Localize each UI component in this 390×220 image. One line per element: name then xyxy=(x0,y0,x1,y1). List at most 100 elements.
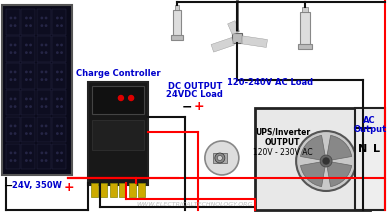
Circle shape xyxy=(26,160,27,161)
Circle shape xyxy=(14,44,16,46)
Bar xyxy=(6,117,20,143)
Circle shape xyxy=(41,79,43,80)
Circle shape xyxy=(61,52,62,53)
Circle shape xyxy=(45,125,47,127)
Circle shape xyxy=(119,95,123,101)
Circle shape xyxy=(14,152,16,154)
Circle shape xyxy=(205,141,239,175)
Wedge shape xyxy=(301,136,326,161)
Circle shape xyxy=(57,52,58,53)
Text: 120V - 230V AC: 120V - 230V AC xyxy=(253,148,313,157)
Circle shape xyxy=(57,25,58,26)
Circle shape xyxy=(61,17,62,19)
Circle shape xyxy=(57,17,58,19)
Circle shape xyxy=(30,25,31,26)
Circle shape xyxy=(10,160,12,161)
Circle shape xyxy=(57,71,58,73)
Circle shape xyxy=(41,106,43,107)
Bar xyxy=(37,9,51,35)
Circle shape xyxy=(10,52,12,53)
Circle shape xyxy=(45,106,47,107)
Circle shape xyxy=(41,98,43,100)
Text: N: N xyxy=(358,144,367,154)
Circle shape xyxy=(45,160,47,161)
Circle shape xyxy=(61,44,62,46)
Bar xyxy=(171,35,183,40)
Circle shape xyxy=(14,52,16,53)
Circle shape xyxy=(41,125,43,127)
Circle shape xyxy=(26,25,27,26)
Circle shape xyxy=(129,95,134,101)
Circle shape xyxy=(61,152,62,154)
Circle shape xyxy=(41,17,43,19)
Circle shape xyxy=(14,106,16,107)
Circle shape xyxy=(10,152,12,154)
Wedge shape xyxy=(326,136,352,161)
Bar xyxy=(302,7,308,12)
Bar xyxy=(21,36,35,62)
Circle shape xyxy=(57,44,58,46)
Circle shape xyxy=(57,160,58,161)
Bar xyxy=(110,183,117,197)
Circle shape xyxy=(296,131,356,191)
Circle shape xyxy=(61,106,62,107)
Bar xyxy=(21,144,35,169)
Text: +: + xyxy=(193,100,204,113)
Circle shape xyxy=(45,44,47,46)
Circle shape xyxy=(41,25,43,26)
Circle shape xyxy=(10,17,12,19)
Circle shape xyxy=(30,44,31,46)
Bar xyxy=(37,63,51,88)
Circle shape xyxy=(45,133,47,134)
Bar xyxy=(92,86,144,114)
Circle shape xyxy=(45,152,47,154)
FancyArrow shape xyxy=(241,36,268,48)
Bar xyxy=(37,117,51,143)
Text: DC OUTPUT: DC OUTPUT xyxy=(168,82,222,91)
Circle shape xyxy=(14,160,16,161)
Circle shape xyxy=(45,79,47,80)
Bar xyxy=(6,63,20,88)
Bar xyxy=(232,33,242,43)
Wedge shape xyxy=(326,161,352,187)
Circle shape xyxy=(14,17,16,19)
Text: AC: AC xyxy=(363,116,376,125)
Bar xyxy=(53,36,66,62)
Circle shape xyxy=(45,52,47,53)
Text: L: L xyxy=(373,144,380,154)
Text: UPS/Inverter: UPS/Inverter xyxy=(255,128,310,137)
Circle shape xyxy=(61,98,62,100)
Circle shape xyxy=(26,106,27,107)
Circle shape xyxy=(26,44,27,46)
Text: 24VDC Load: 24VDC Load xyxy=(167,90,223,99)
Circle shape xyxy=(30,160,31,161)
Circle shape xyxy=(57,152,58,154)
Circle shape xyxy=(30,71,31,73)
Circle shape xyxy=(61,133,62,134)
Circle shape xyxy=(14,125,16,127)
Text: −: − xyxy=(4,181,13,191)
FancyArrow shape xyxy=(211,37,234,52)
Circle shape xyxy=(26,98,27,100)
FancyArrow shape xyxy=(228,21,239,35)
Text: +: + xyxy=(64,181,74,194)
Bar xyxy=(119,183,126,197)
Text: Output: Output xyxy=(353,125,386,134)
Bar xyxy=(355,108,385,210)
Circle shape xyxy=(57,79,58,80)
Circle shape xyxy=(14,133,16,134)
Circle shape xyxy=(45,98,47,100)
Bar xyxy=(53,90,66,116)
Circle shape xyxy=(41,133,43,134)
Text: WWW.ELECTRICALTECHNOLOGY.ORG: WWW.ELECTRICALTECHNOLOGY.ORG xyxy=(136,202,253,207)
Circle shape xyxy=(14,71,16,73)
Circle shape xyxy=(41,71,43,73)
Bar xyxy=(6,144,20,169)
Circle shape xyxy=(10,125,12,127)
Bar xyxy=(129,183,136,197)
Bar xyxy=(101,183,107,197)
Wedge shape xyxy=(301,161,326,187)
Circle shape xyxy=(30,125,31,127)
Bar xyxy=(92,120,144,150)
Bar xyxy=(2,5,72,175)
